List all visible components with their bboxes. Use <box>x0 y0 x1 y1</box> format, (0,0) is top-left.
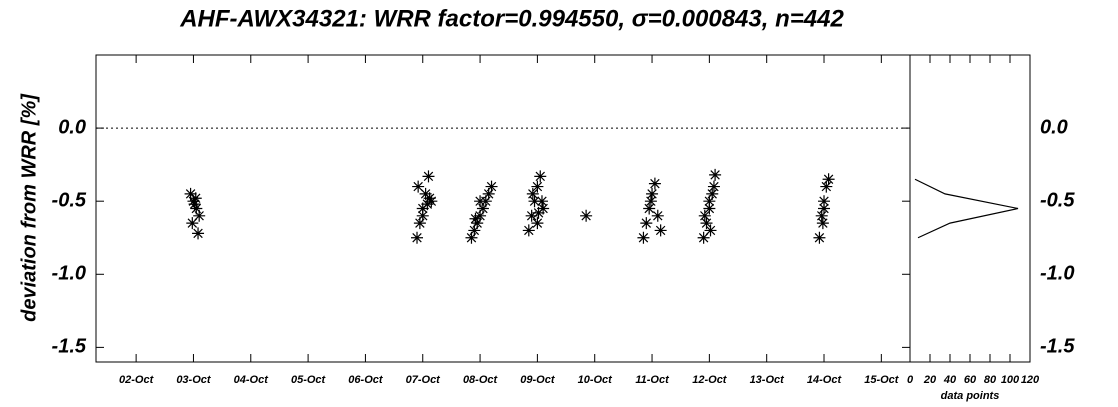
data-point <box>535 195 548 208</box>
data-point <box>704 224 717 237</box>
x-tick-label: 09-Oct <box>520 374 556 386</box>
x-tick-label: 80 <box>984 374 997 386</box>
data-point <box>416 202 429 215</box>
data-point <box>416 209 429 222</box>
data-point <box>700 217 713 230</box>
data-point <box>537 202 550 215</box>
data-point <box>413 217 426 230</box>
y2-tick-label: -0.5 <box>1040 189 1075 211</box>
data-point <box>476 202 489 215</box>
data-point <box>580 209 593 222</box>
data-point <box>422 170 435 183</box>
x-tick-label: 10-Oct <box>578 374 614 386</box>
data-point <box>648 177 661 190</box>
x-tick-label: 100 <box>1001 374 1020 386</box>
x-tick-label: 0 <box>907 374 914 386</box>
data-point <box>525 209 538 222</box>
data-point <box>421 198 434 211</box>
data-point <box>644 195 657 208</box>
y-tick-label: -0.5 <box>52 189 87 211</box>
data-point <box>482 187 495 200</box>
x-tick-label: 06-Oct <box>348 374 384 386</box>
data-point <box>468 224 481 237</box>
x-tick-label: 40 <box>943 374 957 386</box>
data-point <box>651 209 664 222</box>
data-point <box>193 209 206 222</box>
data-point <box>815 209 828 222</box>
data-point <box>192 227 205 240</box>
data-point <box>703 195 716 208</box>
data-point <box>474 195 487 208</box>
data-point <box>707 180 720 193</box>
data-point <box>822 173 835 186</box>
x-tick-label: 14-Oct <box>807 374 843 386</box>
y-tick-label: 0.0 <box>58 116 86 138</box>
x-tick-label: 12-Oct <box>692 374 728 386</box>
data-point <box>818 195 831 208</box>
data-point <box>531 217 544 230</box>
x-tick-label: 60 <box>964 374 977 386</box>
x-tick-label: 13-Oct <box>750 374 786 386</box>
x-axis-label: data points <box>941 390 1000 402</box>
data-point <box>186 217 199 230</box>
data-point <box>526 187 539 200</box>
data-point <box>697 231 710 244</box>
data-point <box>471 217 484 230</box>
data-point <box>528 195 541 208</box>
data-point <box>698 209 711 222</box>
data-point <box>485 180 498 193</box>
data-point <box>532 206 545 219</box>
x-tick-label: 15-Oct <box>864 374 900 386</box>
data-point <box>469 212 482 225</box>
y2-tick-label: -1.5 <box>1040 336 1075 358</box>
y2-tick-label: 0.0 <box>1040 116 1068 138</box>
data-point <box>411 231 424 244</box>
data-point <box>706 187 719 200</box>
histogram-line <box>914 178 1019 239</box>
x-tick-label: 120 <box>1021 374 1040 386</box>
x-tick-label: 11-Oct <box>635 374 670 386</box>
data-point <box>646 187 659 200</box>
data-point <box>654 224 667 237</box>
data-point <box>423 192 436 205</box>
y-tick-label: -1.5 <box>52 336 87 358</box>
data-point <box>640 217 653 230</box>
data-point <box>813 231 826 244</box>
data-point <box>465 231 478 244</box>
histogram-frame <box>909 54 1031 363</box>
data-point <box>637 231 650 244</box>
data-point <box>643 202 656 215</box>
chart-title: AHF-AWX34321: WRR factor=0.994550, σ=0.0… <box>179 5 844 32</box>
data-point <box>703 202 716 215</box>
data-point <box>474 209 487 222</box>
data-point <box>534 170 547 183</box>
x-tick-label: 07-Oct <box>406 374 442 386</box>
data-point <box>820 180 833 193</box>
y-tick-label: -1.0 <box>52 263 86 285</box>
x-tick-label: 02-Oct <box>119 374 155 386</box>
y2-tick-label: -1.0 <box>1040 263 1074 285</box>
data-point <box>816 217 829 230</box>
data-point <box>709 168 722 181</box>
data-point <box>522 224 535 237</box>
data-point <box>425 195 438 208</box>
x-tick-label: 03-Oct <box>176 374 212 386</box>
data-point <box>188 198 201 211</box>
data-point <box>190 202 203 215</box>
data-point <box>531 180 544 193</box>
data-point <box>189 192 202 205</box>
plot-frame <box>95 54 911 363</box>
data-point <box>412 180 425 193</box>
data-point <box>184 187 197 200</box>
x-tick-label: 20 <box>923 374 937 386</box>
x-tick-label: 04-Oct <box>234 374 270 386</box>
x-tick-label: 05-Oct <box>291 374 327 386</box>
data-point <box>818 202 831 215</box>
y-axis-label: deviation from WRR [%] <box>18 93 40 322</box>
x-tick-label: 08-Oct <box>463 374 499 386</box>
